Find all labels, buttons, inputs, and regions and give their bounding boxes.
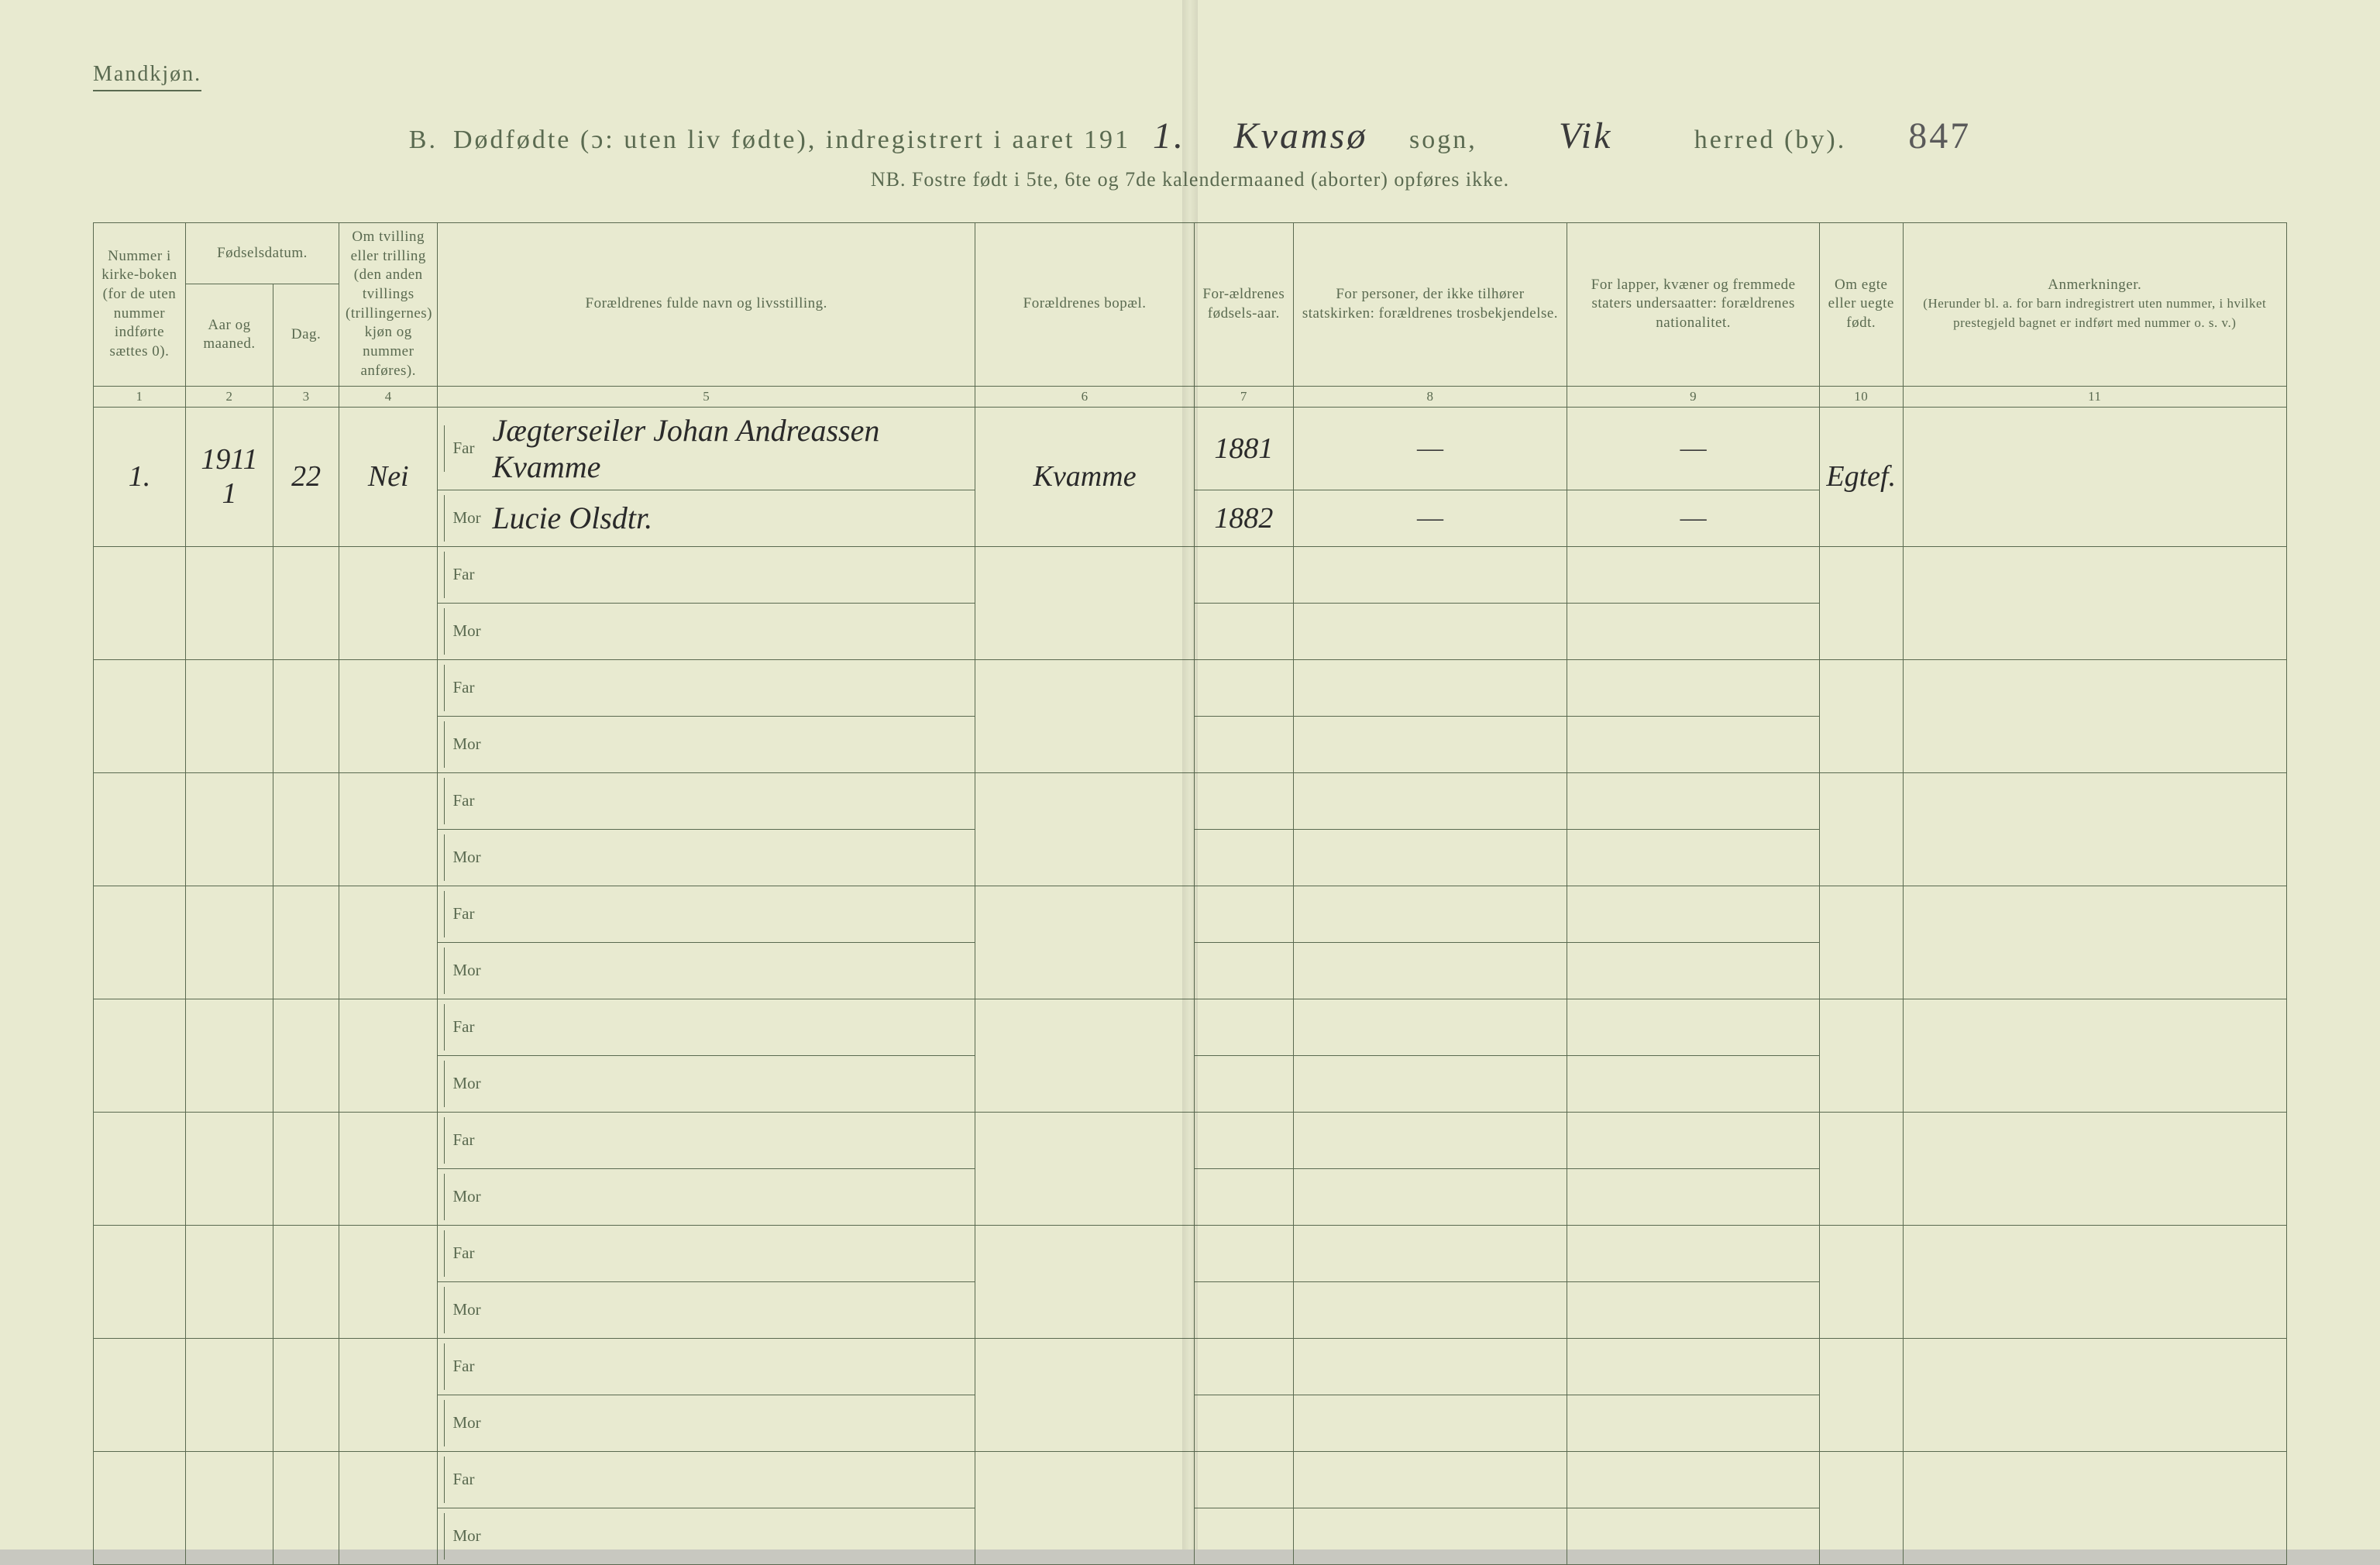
entry-far-name: Jægterseiler Johan Andreassen Kvamme	[492, 412, 968, 485]
far-label: Far	[444, 1004, 481, 1051]
header-col-11-title: Anmerkninger.	[2048, 277, 2141, 293]
entry-year-month: 1911 1	[185, 407, 273, 546]
far-label: Far	[444, 1117, 481, 1164]
mor-label: Mor	[444, 495, 481, 542]
entry-mor-name: Lucie Olsdtr.	[492, 500, 968, 536]
gender-label: Mandkjøn.	[93, 62, 201, 91]
colnum-7: 7	[1195, 386, 1293, 407]
entry-far-birthyear: 1881	[1195, 407, 1293, 490]
blank-row-far: Far	[94, 886, 2287, 942]
mor-label: Mor	[444, 834, 481, 881]
header-col-2b: Dag.	[273, 284, 339, 386]
colnum-4: 4	[339, 386, 438, 407]
header-col-11: Anmerkninger. (Herunder bl. a. for barn …	[1903, 223, 2286, 387]
colnum-2: 2	[185, 386, 273, 407]
entry-tvilling: Nei	[339, 407, 438, 546]
far-label: Far	[444, 1457, 481, 1503]
entry-mor-col8: —	[1293, 490, 1567, 546]
entry-far-col8: —	[1293, 407, 1567, 490]
header-col-2a: Aar og maaned.	[185, 284, 273, 386]
blank-row-far: Far	[94, 772, 2287, 829]
entry-month: 1	[222, 477, 237, 510]
table-body: 1. 1911 1 22 Nei Far Jægterseiler Johan …	[94, 407, 2287, 1564]
sogn-label: sogn,	[1409, 126, 1477, 155]
far-label: Far	[444, 891, 481, 937]
colnum-1: 1	[94, 386, 186, 407]
colnum-5: 5	[438, 386, 975, 407]
entry-number: 1.	[94, 407, 186, 546]
colnum-6: 6	[975, 386, 1195, 407]
mor-label: Mor	[444, 608, 481, 655]
entry-mor-col9: —	[1567, 490, 1820, 546]
colnum-11: 11	[1903, 386, 2286, 407]
mor-label: Mor	[444, 721, 481, 768]
blank-row-far: Far	[94, 1225, 2287, 1281]
entry-legit: Egtef.	[1819, 407, 1903, 546]
blank-row-far: Far	[94, 1338, 2287, 1395]
title-year-suffix: 1.	[1146, 115, 1192, 157]
title-main: Dødfødte (ɔ: uten liv fødte), indregistr…	[453, 126, 1130, 155]
entry-year: 1911	[201, 443, 257, 476]
entry-bopel: Kvamme	[975, 407, 1195, 546]
ledger-table: Nummer i kirke-boken (for de uten nummer…	[93, 222, 2287, 1565]
header-col-2-top: Fødselsdatum.	[185, 223, 339, 284]
entry-remarks	[1903, 407, 2286, 546]
mor-label: Mor	[444, 1400, 481, 1446]
blank-row-far: Far	[94, 1451, 2287, 1508]
entry-mor-cell: Mor Lucie Olsdtr.	[438, 490, 975, 546]
colnum-10: 10	[1819, 386, 1903, 407]
title-row: B. Dødfødte (ɔ: uten liv fødte), indregi…	[93, 115, 2287, 157]
blank-row-far: Far	[94, 659, 2287, 716]
header-col-9: For lapper, kvæner og fremmede staters u…	[1567, 223, 1820, 387]
mor-label: Mor	[444, 1061, 481, 1107]
header-col-6: Forældrenes bopæl.	[975, 223, 1195, 387]
blank-row-far: Far	[94, 546, 2287, 603]
entry-mor-birthyear: 1882	[1195, 490, 1293, 546]
colnum-3: 3	[273, 386, 339, 407]
header-col-11-sub: (Herunder bl. a. for barn indregistrert …	[1923, 296, 2266, 330]
ledger-page: Mandkjøn. B. Dødfødte (ɔ: uten liv fødte…	[0, 0, 2380, 1550]
subtitle: NB. Fostre født i 5te, 6te og 7de kalend…	[93, 168, 2287, 191]
sogn-name: Kvamsø	[1208, 115, 1394, 157]
mor-label: Mor	[444, 948, 481, 994]
entry-far-col9: —	[1567, 407, 1820, 490]
blank-row-far: Far	[94, 999, 2287, 1055]
colnum-8: 8	[1293, 386, 1567, 407]
mor-label: Mor	[444, 1174, 481, 1220]
title-b: B.	[409, 126, 438, 155]
entry-row-far: 1. 1911 1 22 Nei Far Jægterseiler Johan …	[94, 407, 2287, 490]
header-col-10: Om egte eller uegte født.	[1819, 223, 1903, 387]
mor-label: Mor	[444, 1287, 481, 1333]
colnum-9: 9	[1567, 386, 1820, 407]
herred-label: herred (by).	[1694, 126, 1846, 155]
blank-row-far: Far	[94, 1112, 2287, 1168]
header-col-5: Forældrenes fulde navn og livsstilling.	[438, 223, 975, 387]
far-label: Far	[444, 1230, 481, 1277]
far-label: Far	[444, 778, 481, 824]
header-col-7: For-ældrenes fødsels-aar.	[1195, 223, 1293, 387]
herred-name: Vik	[1493, 115, 1679, 157]
mor-label: Mor	[444, 1513, 481, 1560]
far-label: Far	[444, 665, 481, 711]
far-label: Far	[444, 425, 481, 472]
far-label: Far	[444, 1343, 481, 1390]
entry-day: 22	[273, 407, 339, 546]
table-header: Nummer i kirke-boken (for de uten nummer…	[94, 223, 2287, 408]
header-col-8: For personer, der ikke tilhører statskir…	[1293, 223, 1567, 387]
header-col-4: Om tvilling eller trilling (den anden tv…	[339, 223, 438, 387]
far-label: Far	[444, 552, 481, 598]
header-col-1: Nummer i kirke-boken (for de uten nummer…	[94, 223, 186, 387]
entry-far-cell: Far Jægterseiler Johan Andreassen Kvamme	[438, 407, 975, 490]
page-number: 847	[1908, 115, 1971, 157]
